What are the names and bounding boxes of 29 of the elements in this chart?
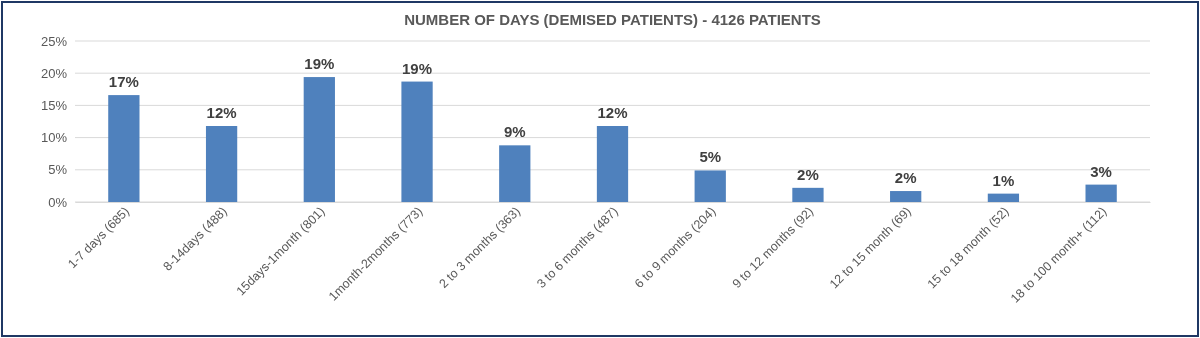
y-tick-label: 10% (40, 130, 68, 146)
data-label: 9% (503, 123, 526, 141)
data-label: 2% (797, 165, 819, 183)
y-tick-label: 5% (48, 162, 68, 178)
y-tick-label: 15% (40, 98, 68, 114)
bar (205, 126, 238, 202)
data-label: 19% (402, 59, 433, 77)
data-label: 17% (108, 73, 139, 91)
bar (890, 191, 922, 202)
bar (499, 145, 531, 202)
bar (987, 193, 1020, 202)
bar (1085, 184, 1117, 202)
data-label: 3% (1090, 162, 1112, 180)
bar (108, 95, 140, 202)
y-tick-label: 0% (48, 194, 68, 210)
data-label: 1% (992, 171, 1015, 189)
chart-title: NUMBER OF DAYS (DEMISED PATIENTS) - 4126 PATIENTS (404, 11, 821, 28)
data-label: 19% (304, 55, 335, 73)
bar (303, 77, 335, 202)
bar (401, 81, 433, 202)
data-label: 12% (597, 104, 628, 122)
data-label: 2% (894, 169, 917, 187)
data-label: 12% (206, 104, 237, 122)
bar (694, 170, 726, 202)
y-tick-label: 25% (40, 33, 68, 49)
bar (596, 126, 629, 202)
data-label: 5% (699, 148, 722, 166)
bar (792, 187, 824, 202)
y-tick-label: 20% (40, 65, 68, 81)
